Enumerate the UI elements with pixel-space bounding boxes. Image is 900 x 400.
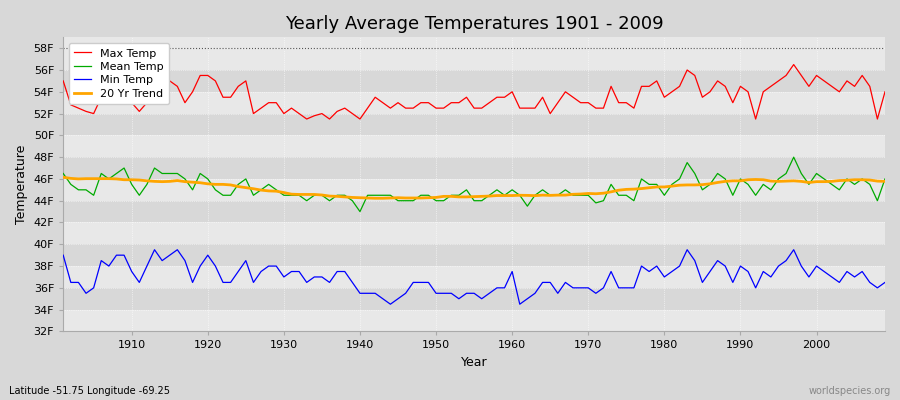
Max Temp — [302, 117, 312, 122]
Bar — [63, 114, 885, 135]
Mean Temp — [286, 193, 297, 198]
Min Temp — [293, 269, 304, 274]
Line: Mean Temp: Mean Temp — [63, 157, 885, 212]
Min Temp — [149, 247, 160, 252]
Min Temp — [879, 280, 890, 285]
Bar — [63, 70, 885, 92]
Min Temp — [613, 286, 624, 290]
Y-axis label: Temperature: Temperature — [15, 145, 28, 224]
Mean Temp — [58, 171, 68, 176]
Title: Yearly Average Temperatures 1901 - 2009: Yearly Average Temperatures 1901 - 2009 — [284, 15, 663, 33]
Bar — [63, 266, 885, 288]
Line: 20 Yr Trend: 20 Yr Trend — [63, 177, 885, 198]
Bar — [63, 310, 885, 332]
Bar — [63, 201, 885, 222]
Mean Temp — [119, 166, 130, 170]
Bar — [63, 222, 885, 244]
Min Temp — [515, 302, 526, 306]
Bar — [63, 48, 885, 70]
20 Yr Trend — [377, 196, 388, 201]
Bar — [63, 92, 885, 114]
Max Temp — [119, 68, 130, 72]
Line: Min Temp: Min Temp — [63, 250, 885, 304]
Max Temp — [879, 89, 890, 94]
20 Yr Trend — [119, 177, 130, 182]
Mean Temp — [515, 193, 526, 198]
Max Temp — [339, 106, 350, 110]
Max Temp — [58, 78, 68, 83]
Min Temp — [385, 302, 396, 306]
Legend: Max Temp, Mean Temp, Min Temp, 20 Yr Trend: Max Temp, Mean Temp, Min Temp, 20 Yr Tre… — [68, 43, 169, 104]
Bar — [63, 157, 885, 179]
20 Yr Trend — [507, 193, 517, 198]
Mean Temp — [606, 182, 616, 187]
Bar — [63, 179, 885, 201]
Min Temp — [339, 269, 350, 274]
X-axis label: Year: Year — [461, 356, 488, 369]
Mean Temp — [355, 209, 365, 214]
Bar — [63, 244, 885, 266]
20 Yr Trend — [606, 190, 616, 194]
Line: Max Temp: Max Temp — [63, 64, 885, 119]
20 Yr Trend — [879, 179, 890, 184]
Min Temp — [522, 296, 533, 301]
20 Yr Trend — [332, 194, 343, 199]
Text: Latitude -51.75 Longitude -69.25: Latitude -51.75 Longitude -69.25 — [9, 386, 170, 396]
20 Yr Trend — [515, 193, 526, 198]
Min Temp — [58, 253, 68, 258]
Max Temp — [515, 106, 526, 110]
Mean Temp — [879, 176, 890, 181]
20 Yr Trend — [286, 192, 297, 196]
Mean Temp — [332, 193, 343, 198]
Max Temp — [788, 62, 799, 67]
Mean Temp — [788, 155, 799, 160]
Mean Temp — [507, 188, 517, 192]
Text: worldspecies.org: worldspecies.org — [809, 386, 891, 396]
20 Yr Trend — [58, 175, 68, 180]
Bar — [63, 288, 885, 310]
Min Temp — [119, 253, 130, 258]
Bar — [63, 135, 885, 157]
Max Temp — [286, 106, 297, 110]
Max Temp — [507, 89, 517, 94]
Max Temp — [606, 84, 616, 89]
